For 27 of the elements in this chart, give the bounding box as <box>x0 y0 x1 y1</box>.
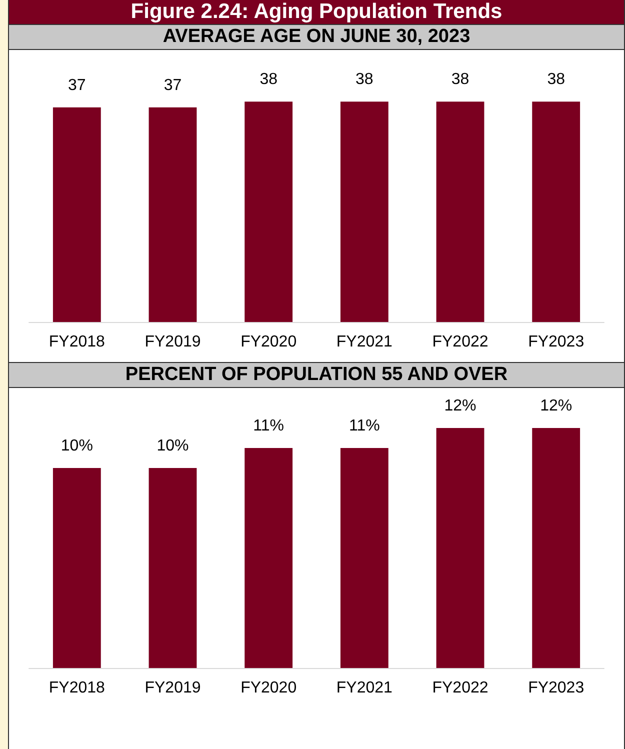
data-label: 38 <box>260 71 278 88</box>
data-label: 10% <box>156 438 189 454</box>
data-label: 12% <box>540 398 572 414</box>
data-label: 37 <box>164 76 182 94</box>
x-tick-label: FY2022 <box>432 334 488 350</box>
chart-title: Figure 2.24: Aging Population Trends <box>9 0 624 24</box>
x-tick-label: FY2023 <box>528 334 584 350</box>
x-tick-label: FY2020 <box>240 334 297 350</box>
chart-subtitle: PERCENT OF POPULATION 55 AND OVER <box>9 362 624 388</box>
data-label: 37 <box>68 76 86 94</box>
x-tick-label: FY2018 <box>48 334 106 350</box>
x-tick-label: FY2019 <box>144 334 201 350</box>
x-tick-label: FY2021 <box>336 334 393 350</box>
chart-subtitle: AVERAGE AGE ON JUNE 30, 2023 <box>9 24 624 50</box>
x-tick-label: FY2023 <box>528 680 584 696</box>
data-label: 38 <box>356 71 374 88</box>
x-tick-label: FY2021 <box>336 680 393 696</box>
data-label: 38 <box>451 71 470 88</box>
data-label: 12% <box>444 398 476 414</box>
x-tick-label: FY2022 <box>432 680 488 696</box>
x-tick-label: FY2018 <box>48 680 106 696</box>
data-label: 10% <box>60 438 93 454</box>
x-tick-label: FY2020 <box>240 680 297 696</box>
x-tick-label: FY2019 <box>144 680 201 696</box>
data-label: 11% <box>348 418 380 434</box>
data-label: 38 <box>547 71 566 88</box>
data-label: 11% <box>253 418 284 434</box>
